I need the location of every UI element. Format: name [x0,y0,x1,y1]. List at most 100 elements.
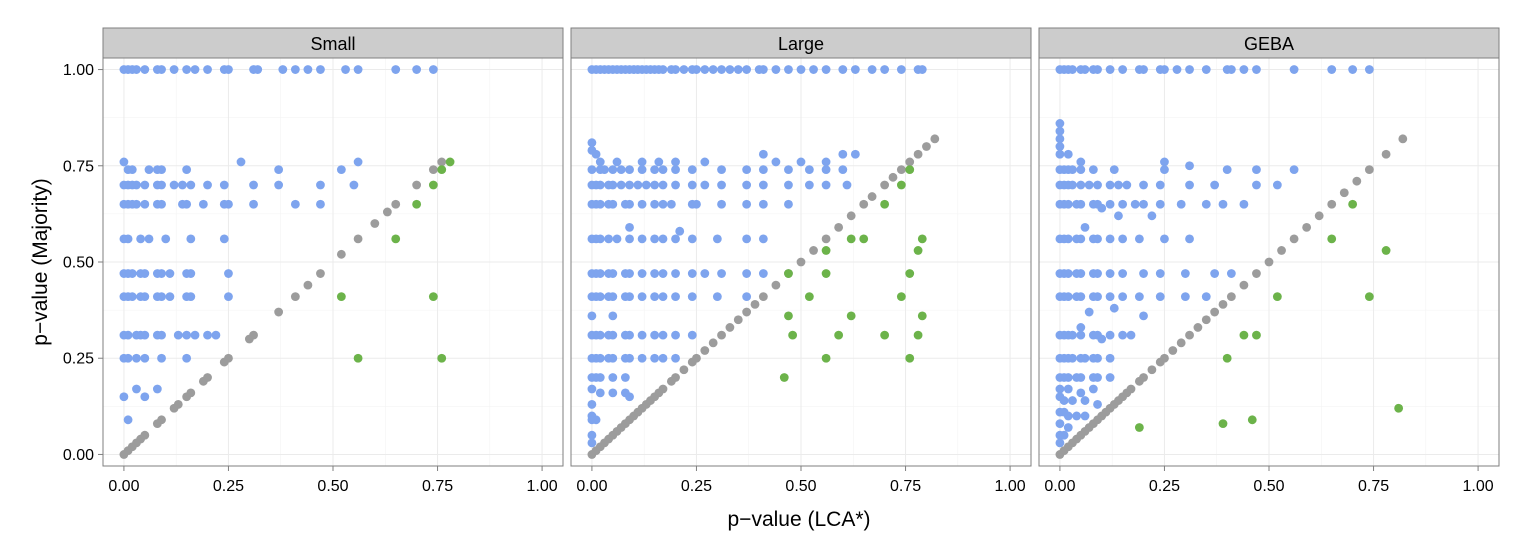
data-point [140,269,150,278]
y-tick-label: 0.50 [63,255,94,272]
data-point [587,165,597,175]
data-point [671,292,680,302]
data-point [834,330,844,340]
data-point [625,234,634,244]
data-point [913,246,923,255]
x-tick-label: 1.00 [1463,478,1494,495]
data-point [165,292,175,302]
data-point [336,165,346,175]
data-point [1063,149,1073,159]
data-point [587,438,597,448]
data-point [687,269,697,278]
data-point [804,292,814,302]
data-point [1160,353,1169,363]
x-axis-title: p−value (LCA*) [728,508,871,531]
data-point [687,165,697,175]
data-point [1105,65,1115,74]
data-point [717,165,726,175]
data-point [1072,411,1082,421]
series-grey [119,157,447,459]
data-point [278,65,288,74]
data-point [1055,142,1065,151]
facet-strip [570,27,1032,59]
data-point [784,180,793,190]
data-point [1068,65,1077,74]
data-point [917,65,927,74]
data-point [165,269,175,278]
data-point [1222,353,1232,363]
data-point [821,65,831,74]
data-point [140,292,150,302]
data-point [612,157,622,167]
data-point [437,165,447,175]
data-point [316,269,325,278]
data-point [123,234,133,244]
data-point [1076,292,1086,302]
data-point [1201,199,1211,209]
data-point [650,269,660,278]
data-point [1348,199,1358,209]
data-point [625,180,634,190]
series-green [779,165,927,382]
data-point [157,415,166,425]
data-point [157,269,166,278]
data-point [692,199,701,209]
data-point [186,388,196,398]
data-point [186,269,196,278]
data-point [608,311,618,321]
data-point [1147,211,1157,221]
x-tick-label: 0.00 [576,478,607,495]
data-point [595,373,605,382]
data-point [758,234,768,244]
data-point [219,234,229,244]
data-point [1226,269,1236,278]
data-point [595,180,605,190]
data-point [604,234,614,244]
data-point [595,269,605,278]
data-point [1063,292,1073,302]
data-point [353,353,363,363]
data-point [725,323,735,332]
data-point [1080,353,1090,363]
data-point [625,292,634,302]
data-point [253,65,263,74]
data-point [625,353,634,363]
facet-strip-label: Large [778,34,824,54]
data-point [595,199,605,209]
data-point [742,165,752,175]
data-point [616,180,626,190]
data-point [821,157,831,167]
data-point [779,373,789,382]
data-point [274,165,284,175]
series-green [336,157,455,363]
data-point [692,353,701,363]
data-point [717,330,726,340]
data-point [671,180,680,190]
data-point [1155,269,1165,278]
data-point [671,269,680,278]
data-point [316,180,325,190]
data-point [637,165,647,175]
data-point [888,172,898,182]
data-point [412,65,422,74]
panel-large: Large 0.00 0.25 0.50 0.75 1.00 [570,27,1032,495]
data-point [1097,203,1107,213]
data-point [658,234,668,244]
data-point [1210,269,1220,278]
data-point [1068,353,1077,363]
data-point [708,65,718,74]
data-point [1218,419,1228,429]
data-point [1222,165,1232,175]
data-point [140,430,150,440]
data-point [140,330,150,340]
data-point [1185,234,1194,244]
data-point [880,330,890,340]
data-point [595,353,605,363]
data-point [687,330,697,340]
data-point [203,180,212,190]
panel-small: Small 0.00 0.25 0.50 0.75 1.00 0.00 0.25 0.50 0.7… [63,27,564,495]
data-point [1080,396,1090,405]
data-point [353,65,363,74]
data-point [1068,180,1077,190]
x-tick-label: 0.00 [108,478,139,495]
